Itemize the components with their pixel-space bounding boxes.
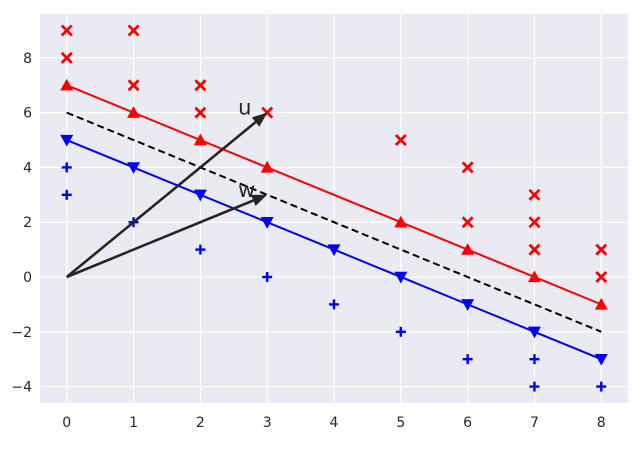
x-tick-label: 1: [129, 415, 138, 431]
point-plus: [596, 381, 607, 392]
point-x: [60, 51, 73, 64]
point-x-stroke: [595, 270, 608, 283]
x-tick-label: 8: [597, 415, 606, 431]
point-triangle-up: [127, 106, 141, 118]
x-tick-label: 0: [62, 415, 71, 431]
y-tick-label: −4: [11, 380, 32, 396]
point-triangle-down: [60, 134, 74, 147]
point-x-stroke: [461, 161, 474, 174]
tick-labels: 0 1 2 3 4 5 6 7 8 −4 −2 0 2 4 6 8: [11, 51, 605, 431]
point-x: [127, 79, 140, 92]
point-x-stroke: [394, 134, 407, 147]
point-x: [528, 188, 541, 201]
point-x-stroke: [194, 79, 207, 92]
x-tick-label: 7: [530, 415, 539, 431]
point-plus: [529, 354, 540, 365]
series-line-triangle-up: [66, 84, 602, 306]
marks: uw: [60, 24, 608, 392]
point-triangle-down: [193, 189, 207, 202]
point-plus: [61, 189, 72, 200]
vector-u-label: u: [238, 96, 251, 120]
point-x: [528, 243, 541, 256]
point-x: [60, 24, 73, 37]
point-x-stroke: [528, 216, 541, 229]
point-x-stroke: [60, 51, 73, 64]
point-triangle-down: [127, 162, 141, 174]
point-x: [194, 79, 207, 92]
point-plus: [529, 381, 540, 392]
point-triangle-up: [394, 215, 408, 228]
point-plus: [395, 326, 406, 337]
point-triangle-down: [461, 299, 475, 311]
point-x: [528, 216, 541, 229]
y-tick-label: 6: [23, 106, 32, 122]
point-triangle-down: [594, 353, 608, 366]
vector-w-head: [251, 194, 268, 207]
x-tick-label: 4: [330, 415, 339, 431]
point-triangle-up: [461, 243, 475, 255]
point-x-stroke: [60, 24, 73, 37]
y-tick-label: 4: [23, 160, 32, 176]
point-x-stroke: [127, 79, 140, 92]
point-triangle-down: [394, 271, 408, 284]
point-triangle-up: [594, 297, 608, 310]
point-x: [461, 216, 474, 229]
point-x-stroke: [528, 188, 541, 201]
point-triangle-down: [260, 216, 274, 229]
point-x: [595, 243, 608, 256]
point-x: [394, 134, 407, 147]
vector-w-shaft: [66, 199, 254, 279]
point-triangle-up: [60, 78, 74, 91]
point-plus: [195, 244, 206, 255]
boundary-line: [66, 111, 602, 333]
x-tick-label: 2: [196, 415, 205, 431]
x-tick-label: 6: [463, 415, 472, 431]
vector-u-shaft: [65, 121, 257, 278]
point-triangle-down: [327, 244, 341, 257]
x-tick-label: 5: [396, 415, 405, 431]
point-x: [127, 24, 140, 37]
point-x-stroke: [595, 243, 608, 256]
point-x-stroke: [528, 243, 541, 256]
y-tick-label: 0: [23, 270, 32, 286]
point-x-stroke: [194, 106, 207, 119]
point-triangle-up: [260, 160, 274, 173]
y-tick-label: −2: [11, 325, 32, 341]
x-tick-label: 3: [263, 415, 272, 431]
point-plus: [61, 162, 72, 173]
vector-u-head: [251, 112, 268, 127]
point-triangle-up: [193, 133, 207, 146]
point-x-stroke: [127, 24, 140, 37]
point-plus: [262, 271, 273, 282]
point-x: [194, 106, 207, 119]
y-tick-label: 8: [23, 51, 32, 67]
point-plus: [329, 299, 339, 310]
point-plus: [462, 354, 473, 365]
point-triangle-down: [527, 326, 541, 339]
point-x: [595, 270, 608, 283]
y-tick-label: 2: [23, 215, 32, 231]
point-x: [461, 161, 474, 174]
point-triangle-up: [527, 270, 541, 283]
point-x-stroke: [461, 216, 474, 229]
vector-w-label: w: [238, 178, 255, 202]
